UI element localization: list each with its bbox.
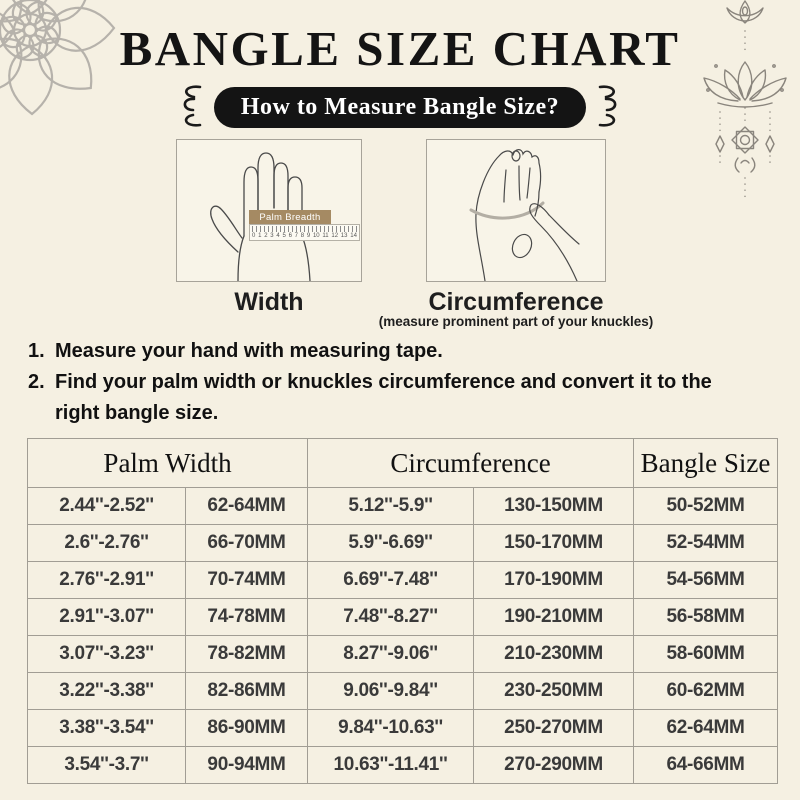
table-cell: 52-54MM [633,524,779,562]
circumference-caption: Circumference [428,288,604,316]
header-bangle-size: Bangle Size [633,438,779,488]
table-cell: 62-64MM [184,487,309,525]
table-cell: 56-58MM [633,598,779,636]
ruler-number: 9 [306,233,311,239]
table-cell: 82-86MM [184,672,309,710]
ruler-number: 4 [276,233,280,239]
table-cell: 7.48''-8.27'' [307,598,475,636]
instruction-item: 1. Measure your hand with measuring tape. [28,336,758,367]
table-cell: 2.44''-2.52'' [27,487,186,525]
table-row: 3.07''-3.23'' 78-82MM 8.27''-9.06'' 210-230… [27,635,779,673]
instruction-item: 2. Find your palm width or knuckles circu… [28,367,758,429]
ruler-number: 3 [270,233,274,239]
table-cell: 170-190MM [473,561,635,599]
how-to-measure-badge-row: How to Measure Bangle Size? [0,84,800,130]
table-cell: 9.06''-9.84'' [307,672,475,710]
mandala-flower-decoration [0,0,116,116]
header-palm-width: Palm Width [26,438,309,488]
table-cell: 8.27''-9.06'' [307,635,475,673]
ruler-number: 14 [350,233,357,239]
ruler-ticks [252,226,357,232]
table-cell: 60-62MM [633,672,779,710]
table-cell: 50-52MM [633,487,779,525]
table-cell: 3.07''-3.23'' [27,635,186,673]
palm-hand-illustration [210,152,311,281]
table-cell: 3.54''-3.7'' [27,746,186,784]
table-cell: 66-70MM [184,524,309,562]
table-cell: 64-66MM [633,746,779,784]
table-cell: 74-78MM [184,598,309,636]
table-row: 3.54''-3.7'' 90-94MM 10.63''-11.41'' 270-29… [27,746,779,784]
width-caption: Width [234,288,304,316]
table-cell: 2.76''-2.91'' [27,561,186,599]
table-cell: 190-210MM [473,598,635,636]
ruler-number: 6 [288,233,292,239]
table-cell: 230-250MM [473,672,635,710]
table-cell: 3.38''-3.54'' [27,709,186,747]
ruler-number: 13 [340,233,348,239]
table-header-row: Palm Width Circumference Bangle Size [26,438,779,488]
table-cell: 10.63''-11.41'' [307,746,475,784]
ruler: 0 1 2 3 4 5 6 7 8 9 10 11 12 13 14 [249,224,360,241]
how-to-measure-badge: How to Measure Bangle Size? [213,86,587,128]
table-cell: 70-74MM [184,561,309,599]
table-cell: 86-90MM [184,709,309,747]
instruction-number: 2. [28,371,45,393]
ruler-number: 5 [282,233,286,239]
table-cell: 130-150MM [473,487,635,525]
table-cell: 210-230MM [473,635,635,673]
table-cell: 5.9''-6.69'' [307,524,475,562]
instruction-text: Measure your hand with measuring tape. [55,340,443,362]
knuckle-measure-illustration [469,149,580,281]
instructions: 1. Measure your hand with measuring tape.… [28,336,758,429]
table-cell: 3.22''-3.38'' [27,672,186,710]
table-cell: 5.12''-5.9'' [307,487,475,525]
header-circumference: Circumference [307,438,635,488]
table-cell: 270-290MM [473,746,635,784]
table-cell: 9.84''-10.63'' [307,709,475,747]
circumference-note: (measure prominent part of your knuckles… [378,314,654,329]
lotus-hanger-decoration [703,0,787,199]
table-cell: 2.6''-2.76'' [27,524,186,562]
table-cell: 150-170MM [473,524,635,562]
ruler-number: 1 [258,233,262,239]
table-cell: 62-64MM [633,709,779,747]
table-cell: 90-94MM [184,746,309,784]
table-cell: 6.69''-7.48'' [307,561,475,599]
ruler-number: 0 [252,233,256,239]
page-title: BANGLE SIZE CHART [119,21,681,76]
flourish-left-icon [183,85,202,127]
table-cell: 54-56MM [633,561,779,599]
width-diagram-box: Palm Breadth 0 1 2 3 4 5 6 7 8 9 10 11 12 13 14 [176,139,362,282]
table-row: 2.6''-2.76'' 66-70MM 5.9''-6.69'' 150-170MM… [27,524,779,562]
circumference-diagram-box [426,139,606,282]
instruction-number: 1. [28,340,45,362]
table-row: 2.76''-2.91'' 70-74MM 6.69''-7.48'' 170-190… [27,561,779,599]
flourish-right-icon [598,85,617,127]
size-table: Palm Width Circumference Bangle Size 2.4… [26,438,779,784]
table-cell: 250-270MM [473,709,635,747]
table-cell: 78-82MM [184,635,309,673]
ruler-number: 2 [264,233,268,239]
table-cell: 58-60MM [633,635,779,673]
ruler-number: 7 [294,233,298,239]
ruler-number: 11 [322,233,329,239]
ruler-numbers: 0 1 2 3 4 5 6 7 8 9 10 11 12 13 14 [250,232,359,240]
table-row: 3.22''-3.38'' 82-86MM 9.06''-9.84'' 230-250… [27,672,779,710]
table-row: 3.38''-3.54'' 86-90MM 9.84''-10.63'' 250-27… [27,709,779,747]
ruler-number: 10 [312,233,320,239]
table-row: 2.44''-2.52'' 62-64MM 5.12''-5.9'' 130-150M… [27,487,779,525]
ruler-number: 12 [331,233,339,239]
ruler-number: 8 [300,233,305,239]
size-table-body: 2.44''-2.52'' 62-64MM 5.12''-5.9'' 130-150M… [27,487,779,784]
table-cell: 2.91''-3.07'' [27,598,186,636]
instruction-text: Find your palm width or knuckles circumf… [55,371,712,424]
table-row: 2.91''-3.07'' 74-78MM 7.48''-8.27'' 190-210… [27,598,779,636]
palm-breadth-label: Palm Breadth [249,210,331,224]
